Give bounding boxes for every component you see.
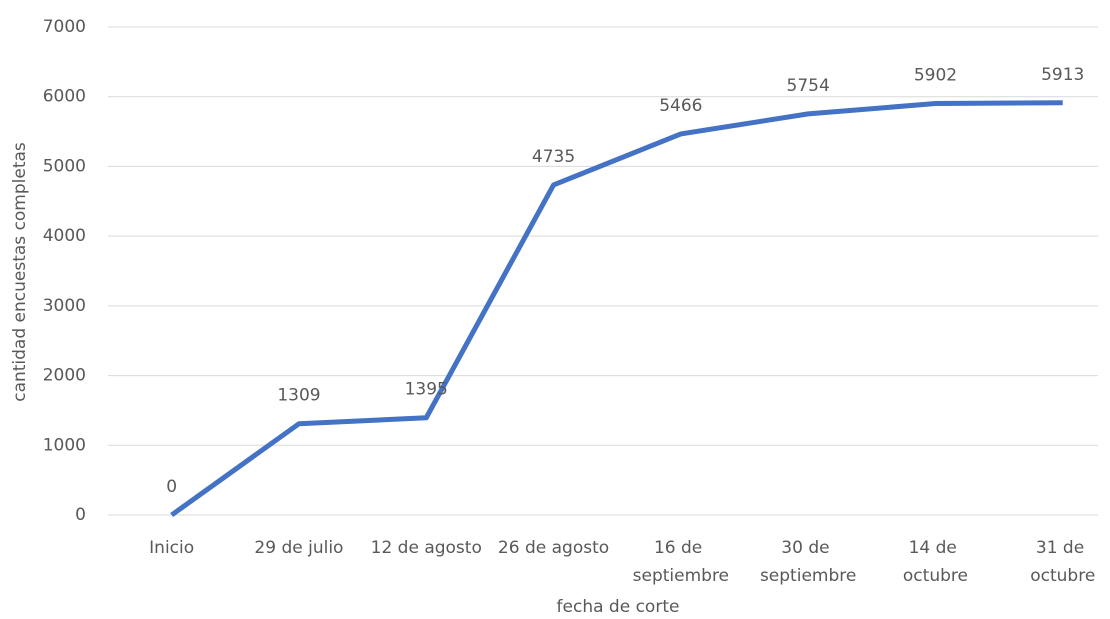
data-label: 5902	[914, 66, 957, 86]
x-tick-label: 31 de octubre	[1030, 538, 1095, 586]
x-tick-label: 16 de septiembre	[633, 538, 729, 586]
x-tick-label-line: septiembre	[760, 566, 856, 586]
x-axis-title: fecha de corte	[557, 597, 680, 617]
y-tick-label: 2000	[43, 366, 86, 386]
data-label: 5466	[659, 96, 702, 116]
data-label: 4735	[532, 147, 575, 167]
x-tick-label-line: 14 de	[909, 538, 963, 558]
x-tick-label: 30 de septiembre	[760, 538, 856, 586]
x-tick-label-line: octubre	[1030, 566, 1095, 586]
y-tick-label: 6000	[43, 87, 86, 107]
data-label: 5913	[1041, 65, 1084, 85]
x-tick-label-line: 16 de	[654, 538, 708, 558]
x-tick-label: 26 de agosto	[498, 538, 609, 558]
x-tick-label-line: septiembre	[633, 566, 729, 586]
x-tick-label: 14 de octubre	[903, 538, 968, 586]
x-tick-label-line: 31 de	[1036, 538, 1090, 558]
data-label: 1309	[277, 386, 320, 406]
line	[170, 100, 1063, 518]
x-tick-label: 12 de agosto	[371, 538, 482, 558]
y-tick-label: 7000	[43, 17, 86, 37]
data-label: 0	[166, 477, 177, 497]
y-axis-title: cantidad encuestas completas	[10, 142, 30, 402]
x-tick-label: Inicio	[149, 538, 194, 558]
y-tick-label: 5000	[43, 156, 86, 176]
y-tick-label: 4000	[43, 226, 86, 246]
x-tick-label-line: 30 de	[781, 538, 835, 558]
data-label: 5754	[787, 76, 830, 96]
x-tick-label-line: octubre	[903, 566, 968, 586]
y-tick-label: 1000	[43, 435, 86, 455]
y-tick-label: 3000	[43, 296, 86, 316]
data-label: 1395	[405, 380, 448, 400]
y-tick-label: 0	[75, 505, 86, 525]
x-tick-label: 29 de julio	[254, 538, 343, 558]
